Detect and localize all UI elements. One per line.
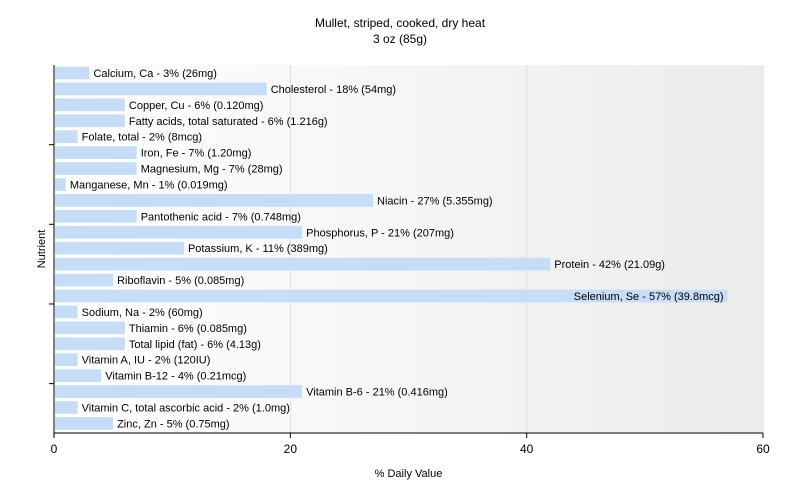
bar-label: Total lipid (fat) - 6% (4.13g) — [129, 339, 261, 351]
bar-label: Cholesterol - 18% (54mg) — [271, 84, 396, 96]
bar-label: Copper, Cu - 6% (0.120mg) — [129, 100, 264, 112]
bar — [55, 114, 125, 128]
bar — [55, 209, 137, 223]
bar-label: Zinc, Zn - 5% (0.75mg) — [117, 418, 229, 430]
bar-label: Iron, Fe - 7% (1.20mg) — [141, 148, 252, 160]
bar — [55, 401, 78, 414]
bar — [55, 257, 551, 271]
y-axis-title: Nutrient — [36, 230, 48, 269]
bar — [55, 369, 102, 383]
bar — [55, 225, 303, 239]
bar — [55, 178, 66, 191]
bar — [55, 321, 125, 335]
grid-lines — [289, 65, 764, 433]
bar — [55, 385, 303, 398]
bar-label: Fatty acids, total saturated - 6% (1.216… — [129, 116, 328, 128]
bar-label: Vitamin B-12 - 4% (0.21mcg) — [105, 371, 246, 383]
bar-label: Selenium, Se - 57% (39.8mcg) — [574, 291, 724, 303]
bar — [55, 66, 90, 80]
bar-label: Niacin - 27% (5.355mg) — [377, 195, 493, 207]
bar-label: Potassium, K - 11% (389mg) — [188, 243, 328, 255]
bar-label: Vitamin C, total ascorbic acid - 2% (1.0… — [82, 403, 290, 415]
bar — [55, 194, 374, 207]
bar — [55, 305, 78, 319]
bar-label: Sodium, Na - 2% (60mg) — [82, 307, 203, 319]
x-axis-title: % Daily Value — [375, 468, 443, 480]
bar — [55, 130, 78, 144]
bar — [55, 82, 267, 96]
bar-label: Vitamin A, IU - 2% (120IU) — [82, 355, 211, 367]
bar — [55, 146, 137, 159]
bar — [55, 289, 728, 303]
chart-subtitle: 3 oz (85g) — [372, 32, 428, 46]
x-tick-label: 0 — [51, 442, 58, 456]
bar — [55, 241, 184, 255]
x-tick-label: 40 — [520, 442, 534, 456]
bar-label: Folate, total - 2% (8mcg) — [82, 132, 202, 144]
bar — [55, 417, 114, 430]
bar-label: Phosphorus, P - 21% (207mg) — [306, 227, 454, 239]
x-tick-label: 20 — [284, 442, 298, 456]
bar-label: Calcium, Ca - 3% (26mg) — [93, 68, 216, 80]
bar — [55, 337, 125, 351]
bar-label: Riboflavin - 5% (0.085mg) — [117, 275, 244, 287]
bar-label: Manganese, Mn - 1% (0.019mg) — [70, 179, 228, 191]
bar-label: Pantothenic acid - 7% (0.748mg) — [141, 211, 301, 223]
bar — [55, 98, 125, 112]
bar-label: Magnesium, Mg - 7% (28mg) — [141, 164, 283, 176]
bar — [55, 353, 78, 367]
bar — [55, 273, 114, 287]
x-tick-label: 60 — [756, 442, 770, 456]
bars: Calcium, Ca - 3% (26mg) Cholesterol - 18%… — [55, 66, 728, 430]
bar-label: Thiamin - 6% (0.085mg) — [129, 323, 247, 335]
bar-label: Protein - 42% (21.09g) — [554, 259, 665, 271]
axes: 0 20 40 60 — [49, 65, 770, 456]
bar-label: Vitamin B-6 - 21% (0.416mg) — [306, 387, 448, 399]
chart-title: Mullet, striped, cooked, dry heat — [314, 16, 486, 30]
bar — [55, 162, 137, 175]
